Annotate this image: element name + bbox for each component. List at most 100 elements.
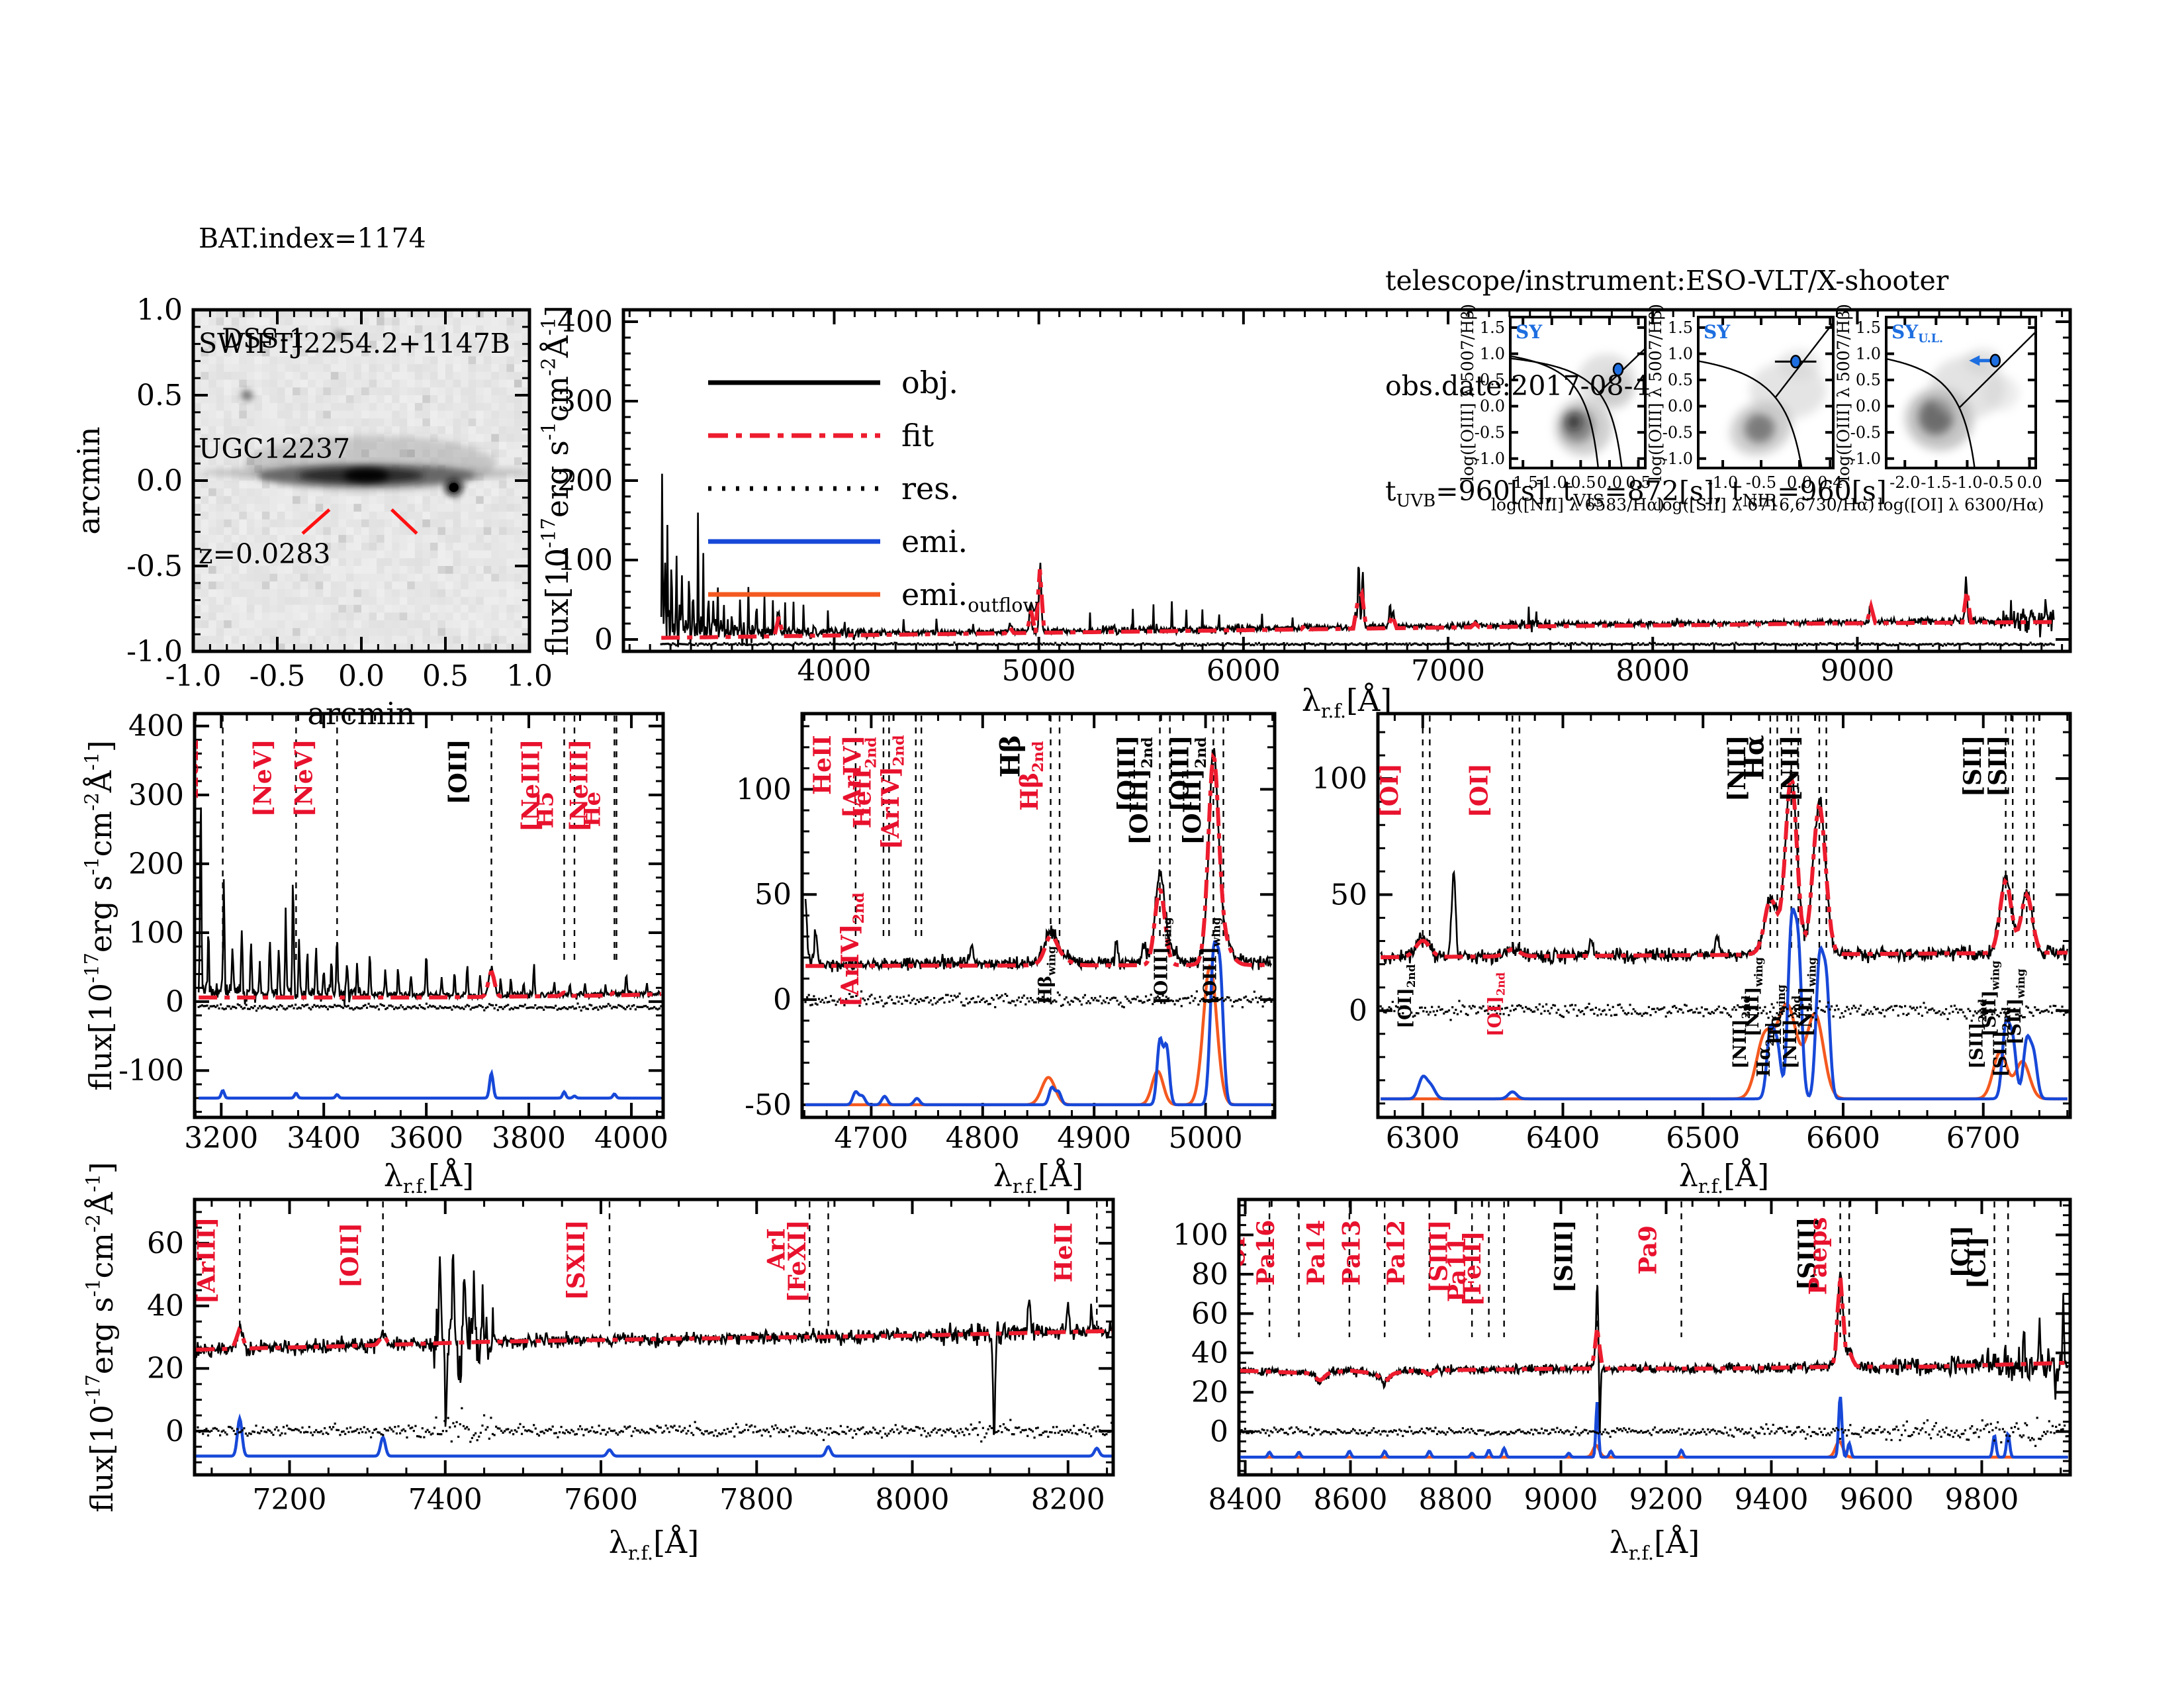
svg-text:4000: 4000 <box>594 1121 668 1155</box>
svg-text:0: 0 <box>594 623 613 657</box>
bpt-demarcation-curve <box>1886 357 1976 468</box>
bpt-data-point <box>1989 353 2001 367</box>
exposure-times: tUVB=960[s], tVIS=872[s], tNIR=960[s] <box>1385 475 1887 512</box>
svg-text:6000: 6000 <box>1206 654 1281 688</box>
swift-name: SWIFTJ2254.2+1147B <box>199 328 510 359</box>
bpt-data-point <box>1790 355 1801 369</box>
svg-text:100: 100 <box>128 916 184 950</box>
svg-text:300: 300 <box>128 778 184 812</box>
svg-text:50: 50 <box>754 878 792 912</box>
svg-text:60: 60 <box>147 1227 184 1260</box>
svg-text:Hα: Hα <box>1739 735 1770 780</box>
svg-text:0.0: 0.0 <box>2017 473 2042 492</box>
svg-text:[NII]: [NII] <box>1777 735 1805 802</box>
svg-text:0.0: 0.0 <box>136 464 183 498</box>
redshift: z=0.0283 <box>199 538 331 570</box>
legend-label-1: fit <box>901 418 934 453</box>
svg-text:-50: -50 <box>745 1088 792 1122</box>
svg-text:0: 0 <box>165 1415 184 1448</box>
svg-text:-100: -100 <box>118 1054 184 1088</box>
svg-text:[NeV]: [NeV] <box>291 739 318 817</box>
svg-text:8000: 8000 <box>1615 654 1690 688</box>
obs-info-block: telescope/instrument:ESO-VLT/X-shooter o… <box>1385 193 1948 589</box>
bpt-class-label: SYU.L. <box>1891 321 1943 346</box>
svg-text:8200: 8200 <box>1031 1483 1105 1517</box>
svg-text:20: 20 <box>147 1352 184 1385</box>
svg-text:λr.f.[Å]: λr.f.[Å] <box>609 1524 699 1564</box>
zoom-panel-nir-8400-9800: 8400 8600 8800 9000 9200 9400 9600 980002040608… <box>1173 1197 2072 1564</box>
legend-label-2: res. <box>901 471 959 506</box>
svg-text:200: 200 <box>128 847 184 881</box>
svg-text:3400: 3400 <box>287 1121 361 1155</box>
svg-text:1.0: 1.0 <box>506 659 553 693</box>
svg-text:0: 0 <box>1349 994 1367 1028</box>
svg-text:6500: 6500 <box>1666 1121 1740 1155</box>
svg-text:3800: 3800 <box>492 1121 566 1155</box>
svg-text:λr.f.[Å]: λr.f.[Å] <box>384 1157 474 1197</box>
slit-marker <box>390 508 418 535</box>
svg-text:50: 50 <box>1330 878 1367 912</box>
dss-image-panel: DSS-1-1.0 -0.5 0.0 0.5 1.0-1.0-0.50.00.51.0a… <box>71 293 553 731</box>
svg-text:7600: 7600 <box>564 1483 638 1517</box>
svg-text:arcmin: arcmin <box>71 426 107 534</box>
svg-text:100: 100 <box>736 773 792 806</box>
svg-text:λr.f.[Å]: λr.f.[Å] <box>993 1157 1083 1197</box>
svg-text:6600: 6600 <box>1806 1121 1880 1155</box>
svg-text:3600: 3600 <box>389 1121 463 1155</box>
svg-text:[OIII]wing: [OIII]wing <box>1152 917 1174 1004</box>
svg-text:flux[10-17erg s-1cm-2Å-1]: flux[10-17erg s-1cm-2Å-1] <box>538 305 575 655</box>
legend-label-3: emi. <box>901 524 968 559</box>
svg-text:7200: 7200 <box>253 1483 327 1517</box>
svg-text:Hβ: Hβ <box>995 735 1026 777</box>
bpt-demarcation-curve <box>1958 331 2036 408</box>
svg-text:-0.5: -0.5 <box>1983 473 2013 492</box>
svg-text:7800: 7800 <box>719 1483 794 1517</box>
main-spectrum-panel: 4000 5000 6000 7000 8000 90000100200300400λr.… <box>538 305 2072 722</box>
bpt-demarcation-curve <box>1698 360 1803 468</box>
svg-text:[ArIV]2nd: [ArIV]2nd <box>837 892 868 1007</box>
slit-marker <box>301 508 331 535</box>
zoom-panel-uvb: 3200 3400 3600 3800 4000 -100 0 100 200 300 400 λr.… <box>81 710 668 1197</box>
svg-text:0.0: 0.0 <box>338 659 385 693</box>
svg-text:6400: 6400 <box>1526 1121 1600 1155</box>
legend: obj. fit res. emi. emi.outflow <box>708 365 1039 616</box>
svg-text:1.0: 1.0 <box>136 293 183 327</box>
svg-text:[ArIV]2nd: [ArIV]2nd <box>877 735 908 849</box>
svg-text:9000: 9000 <box>1820 654 1894 688</box>
zoom-panel-hbeta-oiii: 4700 4800 4900 5000 -50 0 50 100 λr.f.[Å] HeII [Ar… <box>736 712 1277 1197</box>
svg-text:0: 0 <box>773 983 792 1017</box>
svg-text:7000: 7000 <box>1411 654 1485 688</box>
svg-text:0.5: 0.5 <box>136 379 183 412</box>
svg-text:HeII: HeII <box>809 735 837 795</box>
svg-text:flux[10-17erg s-1cm-2Å-1]: flux[10-17erg s-1cm-2Å-1] <box>81 740 118 1090</box>
svg-text:-0.5: -0.5 <box>250 659 306 693</box>
svg-text:[OI]2nd: [OI]2nd <box>1395 964 1418 1029</box>
bpt-data-point <box>1612 362 1624 377</box>
svg-text:H5: H5 <box>532 792 559 829</box>
zoom-panel-halpha-nii-sii: 6300 6400 6500 6600 6700 0 50 100 λr.f.[Å] [OI] [O… <box>1312 712 2072 1197</box>
svg-text:[OI]: [OI] <box>1376 763 1404 818</box>
svg-text:40: 40 <box>147 1289 184 1323</box>
zoom-panel-nir-7200-8200: 7200 7400 7600 7800 8000 8200 0 20 40 60 λr.f.[Å] f… <box>83 1162 1115 1564</box>
bpt-inset-1: -1.5-1.0-0.5 0.0 0.5-1.0-0.50.00.51.01.5lo… <box>1458 304 1664 514</box>
dss-tag: DSS-1 <box>222 324 306 354</box>
bpt-class-label: SY <box>1704 321 1731 343</box>
obs-date: obs.date:2017-08-4 <box>1385 370 1651 402</box>
svg-text:[NII]wing: [NII]wing <box>1743 957 1765 1037</box>
svg-text:[OII]: [OII] <box>445 739 473 804</box>
bat-index: BAT.index=1174 <box>199 222 426 254</box>
source-info-block: BAT.index=1174 SWIFTJ2254.2+1147B UGC122… <box>199 151 510 642</box>
svg-text:4700: 4700 <box>834 1121 908 1155</box>
telescope-instrument: telescope/instrument:ESO-VLT/X-shooter <box>1385 265 1949 297</box>
svg-text:6700: 6700 <box>1946 1121 2021 1155</box>
svg-text:100: 100 <box>1312 762 1367 796</box>
bpt-class-label: SY <box>1516 321 1543 343</box>
svg-text:7400: 7400 <box>408 1483 482 1517</box>
bpt-demarcation-curve <box>1774 322 1833 399</box>
svg-text:8000: 8000 <box>876 1483 950 1517</box>
svg-text:[SII]wing: [SII]wing <box>1979 961 2002 1037</box>
bpt-inset-3: -2.0 -1.5 -1.0 -0.5 0.0-1.0-0.50.00.51.01.5l… <box>1834 304 2044 514</box>
svg-text:4800: 4800 <box>946 1121 1020 1155</box>
